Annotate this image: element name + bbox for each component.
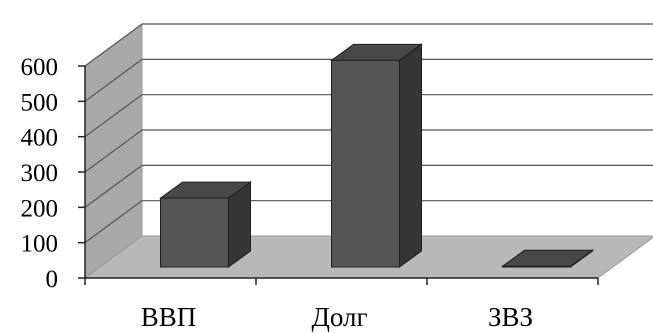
gridline (84, 164, 143, 208)
y-tick-label: 200 (21, 195, 59, 222)
y-tick-label: 500 (21, 89, 59, 116)
y-tick-label: 0 (46, 266, 59, 293)
y-tick-label: 100 (21, 231, 59, 258)
bar-2 (329, 43, 424, 268)
y-tick-label: 400 (21, 125, 59, 152)
gridline (84, 129, 143, 173)
bar-front (502, 265, 571, 268)
bar-side (399, 43, 422, 268)
y-tick-label: 600 (21, 54, 59, 81)
gridline (84, 58, 143, 102)
category-label: ВВП (141, 302, 197, 332)
axes (78, 65, 599, 285)
y-tick-label: 300 (21, 160, 59, 187)
bar-1 (158, 181, 253, 268)
gridline (84, 94, 143, 138)
gridline (84, 23, 143, 67)
category-label: ЗВЗ (488, 302, 533, 332)
bars (158, 43, 595, 268)
bar-front (160, 197, 229, 268)
x-tick-labels: ВВП Долг ЗВЗ (141, 302, 533, 332)
y-tick-labels: 0 100 200 300 400 500 600 (21, 54, 59, 293)
bar-front (331, 59, 400, 268)
category-label: Долг (311, 302, 367, 332)
gridline (84, 200, 143, 244)
bar-3 (500, 249, 595, 268)
